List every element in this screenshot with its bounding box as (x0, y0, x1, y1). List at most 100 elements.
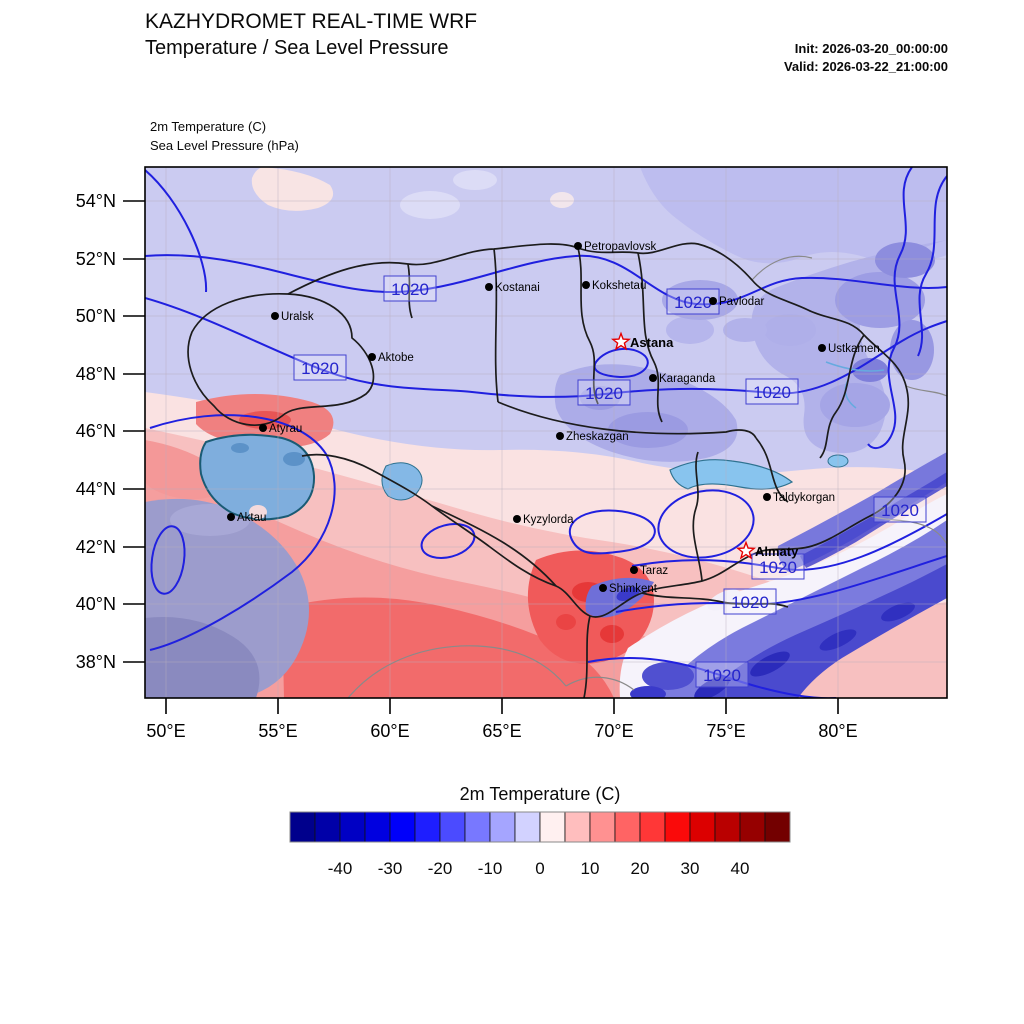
border-line (637, 252, 663, 423)
fill-blob (875, 242, 935, 278)
fill-blob (400, 191, 460, 219)
colorbar-cell (614, 811, 641, 843)
city-label: Karaganda (659, 373, 716, 385)
lon-tick-label: 65°E (482, 721, 521, 741)
colorbar-cell (514, 811, 541, 843)
lon-tick-label: 75°E (706, 721, 745, 741)
colorbar-cell (289, 811, 316, 843)
fill-blob (750, 651, 790, 677)
colorbar-cell (464, 811, 491, 843)
fill-blob (820, 383, 890, 427)
lat-tick-label: 40°N (76, 594, 116, 614)
border-line (187, 292, 375, 427)
colorbar-tick-label: 30 (681, 859, 700, 878)
border-line (905, 385, 947, 397)
city-dot-icon (582, 281, 590, 289)
capital-label: Almaty (755, 544, 799, 559)
lon-tick-label: 70°E (594, 721, 633, 741)
lon-tick-label: 60°E (370, 721, 409, 741)
pressure-contour (145, 254, 947, 306)
colorbar-cell (764, 811, 791, 843)
colorbar-cell (364, 811, 391, 843)
lat-tick-label: 46°N (76, 421, 116, 441)
pressure-label-box (751, 553, 805, 580)
city-label: Atyrau (269, 423, 302, 435)
fill-blob (694, 675, 730, 698)
city-label: Aktobe (378, 352, 414, 364)
fill-blob (550, 192, 574, 208)
colorbar-tick-label: -10 (478, 859, 503, 878)
colorbar-frame (289, 811, 791, 843)
city-label: Pavlodar (719, 296, 765, 308)
fill-snow-band (619, 494, 947, 698)
city-dot-icon (818, 344, 826, 352)
city-dot-icon (556, 432, 564, 440)
city-dot-icon (271, 312, 279, 320)
pressure-contour (150, 525, 186, 595)
colorbar-cell (664, 811, 691, 843)
pressure-label: 1020 (301, 359, 339, 378)
border-line (692, 451, 703, 582)
fill-blob (453, 170, 497, 190)
border-line (565, 676, 635, 691)
city-label: Taraz (640, 565, 668, 577)
colorbar-cell (639, 811, 666, 843)
fill-blob (640, 167, 947, 264)
lat-tick-label: 52°N (76, 249, 116, 269)
pressure-contour (631, 513, 947, 571)
colorbar: -40 -30 -20 -10 0 10 20 30 40 (289, 811, 791, 878)
lat-axis: 54°N 52°N 50°N 48°N 46°N 44°N 42°N 40°N 38°N (76, 191, 145, 672)
fill-blob (751, 240, 947, 454)
pressure-label-layer: 1020 1020 1020 1020 1020 1020 1020 1020 1020 (293, 275, 927, 688)
lon-tick-label: 50°E (146, 721, 185, 741)
city-dot-icon (709, 297, 717, 305)
capital-star-icon (610, 331, 632, 351)
fill-blob (723, 318, 767, 342)
colorbar-cell (339, 811, 366, 843)
pressure-label: 1020 (759, 558, 797, 577)
lat-tick-label: 54°N (76, 191, 116, 211)
fill-blob (852, 358, 888, 382)
city-label: Uralsk (281, 311, 314, 323)
pressure-contour (568, 509, 656, 555)
pressure-label: 1020 (881, 501, 919, 520)
city-dot-icon (227, 513, 235, 521)
aral-sea (381, 462, 423, 501)
border-line (431, 505, 557, 587)
border-line (751, 255, 813, 281)
plot-title: KAZHYDROMET REAL-TIME WRF Temperature / … (145, 8, 477, 62)
field-label-temperature: 2m Temperature (C) (150, 119, 267, 134)
city-dot-icon (649, 374, 657, 382)
border-line (869, 515, 947, 545)
fill-blob (666, 316, 714, 344)
fill-blob (556, 614, 576, 630)
colorbar-cell (739, 811, 766, 843)
city-label: Kyzylorda (523, 514, 574, 526)
capital-label: Astana (630, 335, 674, 350)
city-label: Petropavlovsk (584, 241, 656, 253)
pressure-label: 1020 (585, 384, 623, 403)
pressure-contour (145, 169, 208, 293)
pressure-label-box (745, 378, 799, 405)
city-dot-icon (513, 515, 521, 523)
city-label: Kokshetau (592, 280, 646, 292)
city-label: Kostanai (495, 282, 540, 294)
pressure-label-box (666, 288, 720, 315)
pressure-contour (587, 657, 836, 698)
colorbar-tick-label: 10 (581, 859, 600, 878)
field-labels: 2m Temperature (C) Sea Level Pressure (h… (150, 117, 299, 155)
fill-blob (231, 443, 249, 453)
city-marker-layer: Petropavlovsk Kostanai Kokshetau Pavlodar Ur… (227, 241, 880, 595)
pressure-label: 1020 (674, 293, 712, 312)
border-line (819, 334, 865, 459)
colorbar-cell (439, 811, 466, 843)
colorbar-cell (714, 811, 741, 843)
colorbar-cell (314, 811, 341, 843)
city-label: Shimkent (609, 583, 658, 595)
pressure-contour (867, 167, 913, 450)
pressure-label: 1020 (391, 280, 429, 299)
pressure-label: 1020 (753, 383, 791, 402)
lat-tick-label: 44°N (76, 479, 116, 499)
border-line (577, 247, 599, 405)
lon-tick-label: 55°E (258, 721, 297, 741)
